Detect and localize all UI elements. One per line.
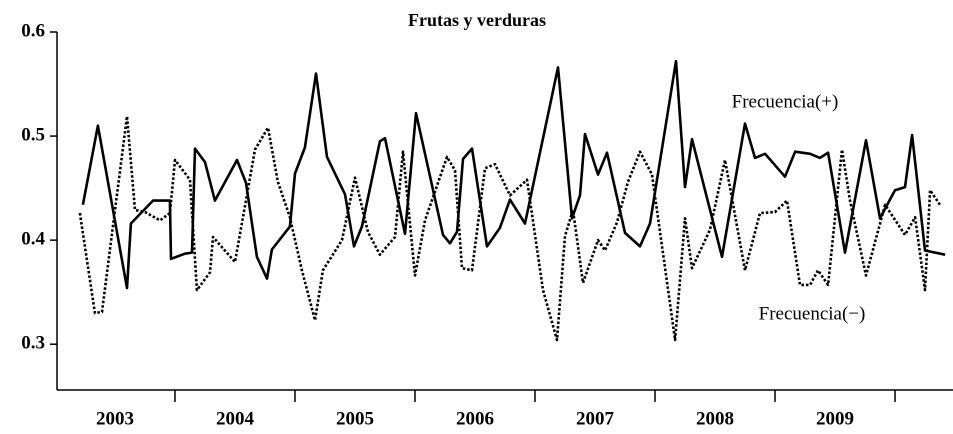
- y-tick-label: 0.5: [21, 124, 45, 145]
- x-tick-label: 2007: [576, 408, 615, 429]
- x-tick-label: 2005: [336, 408, 374, 429]
- line-series: [81, 59, 946, 290]
- y-tick-label: 0.6: [21, 20, 45, 41]
- series-label: Frecuencia(+): [732, 91, 839, 112]
- x-tick-label: 2004: [216, 408, 255, 429]
- x-tick-label: 2008: [696, 408, 734, 429]
- chart-title: Frutas y verduras: [408, 10, 546, 30]
- y-tick-label: 0.3: [21, 333, 45, 354]
- line-series: [78, 115, 942, 342]
- x-tick-label: 2009: [816, 408, 854, 429]
- y-tick-label: 0.4: [21, 228, 45, 249]
- series-label: Frecuencia(−): [759, 303, 866, 324]
- x-tick-label: 2006: [456, 408, 494, 429]
- x-tick-label: 2003: [96, 408, 134, 429]
